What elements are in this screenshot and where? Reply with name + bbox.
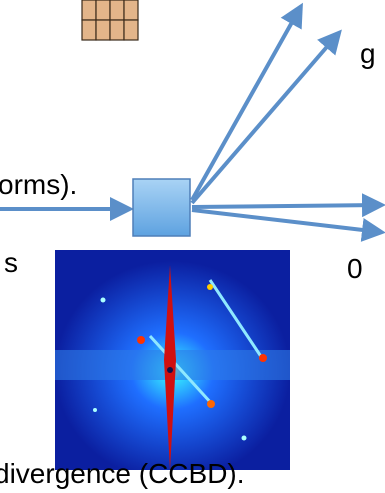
page: g orms). s 0 divergence (CCBD). (() => {… bbox=[0, 0, 385, 493]
sample-box bbox=[133, 179, 190, 236]
diagram: g orms). s 0 divergence (CCBD). bbox=[0, 0, 385, 493]
diffraction-image bbox=[55, 250, 290, 470]
label-left-mid: s bbox=[4, 247, 18, 278]
label-g: g bbox=[360, 38, 376, 69]
label-left-top: orms). bbox=[0, 169, 77, 200]
label-zero: 0 bbox=[347, 253, 363, 284]
crystal-icon bbox=[82, 0, 138, 40]
label-bottom: divergence (CCBD). bbox=[0, 458, 245, 489]
